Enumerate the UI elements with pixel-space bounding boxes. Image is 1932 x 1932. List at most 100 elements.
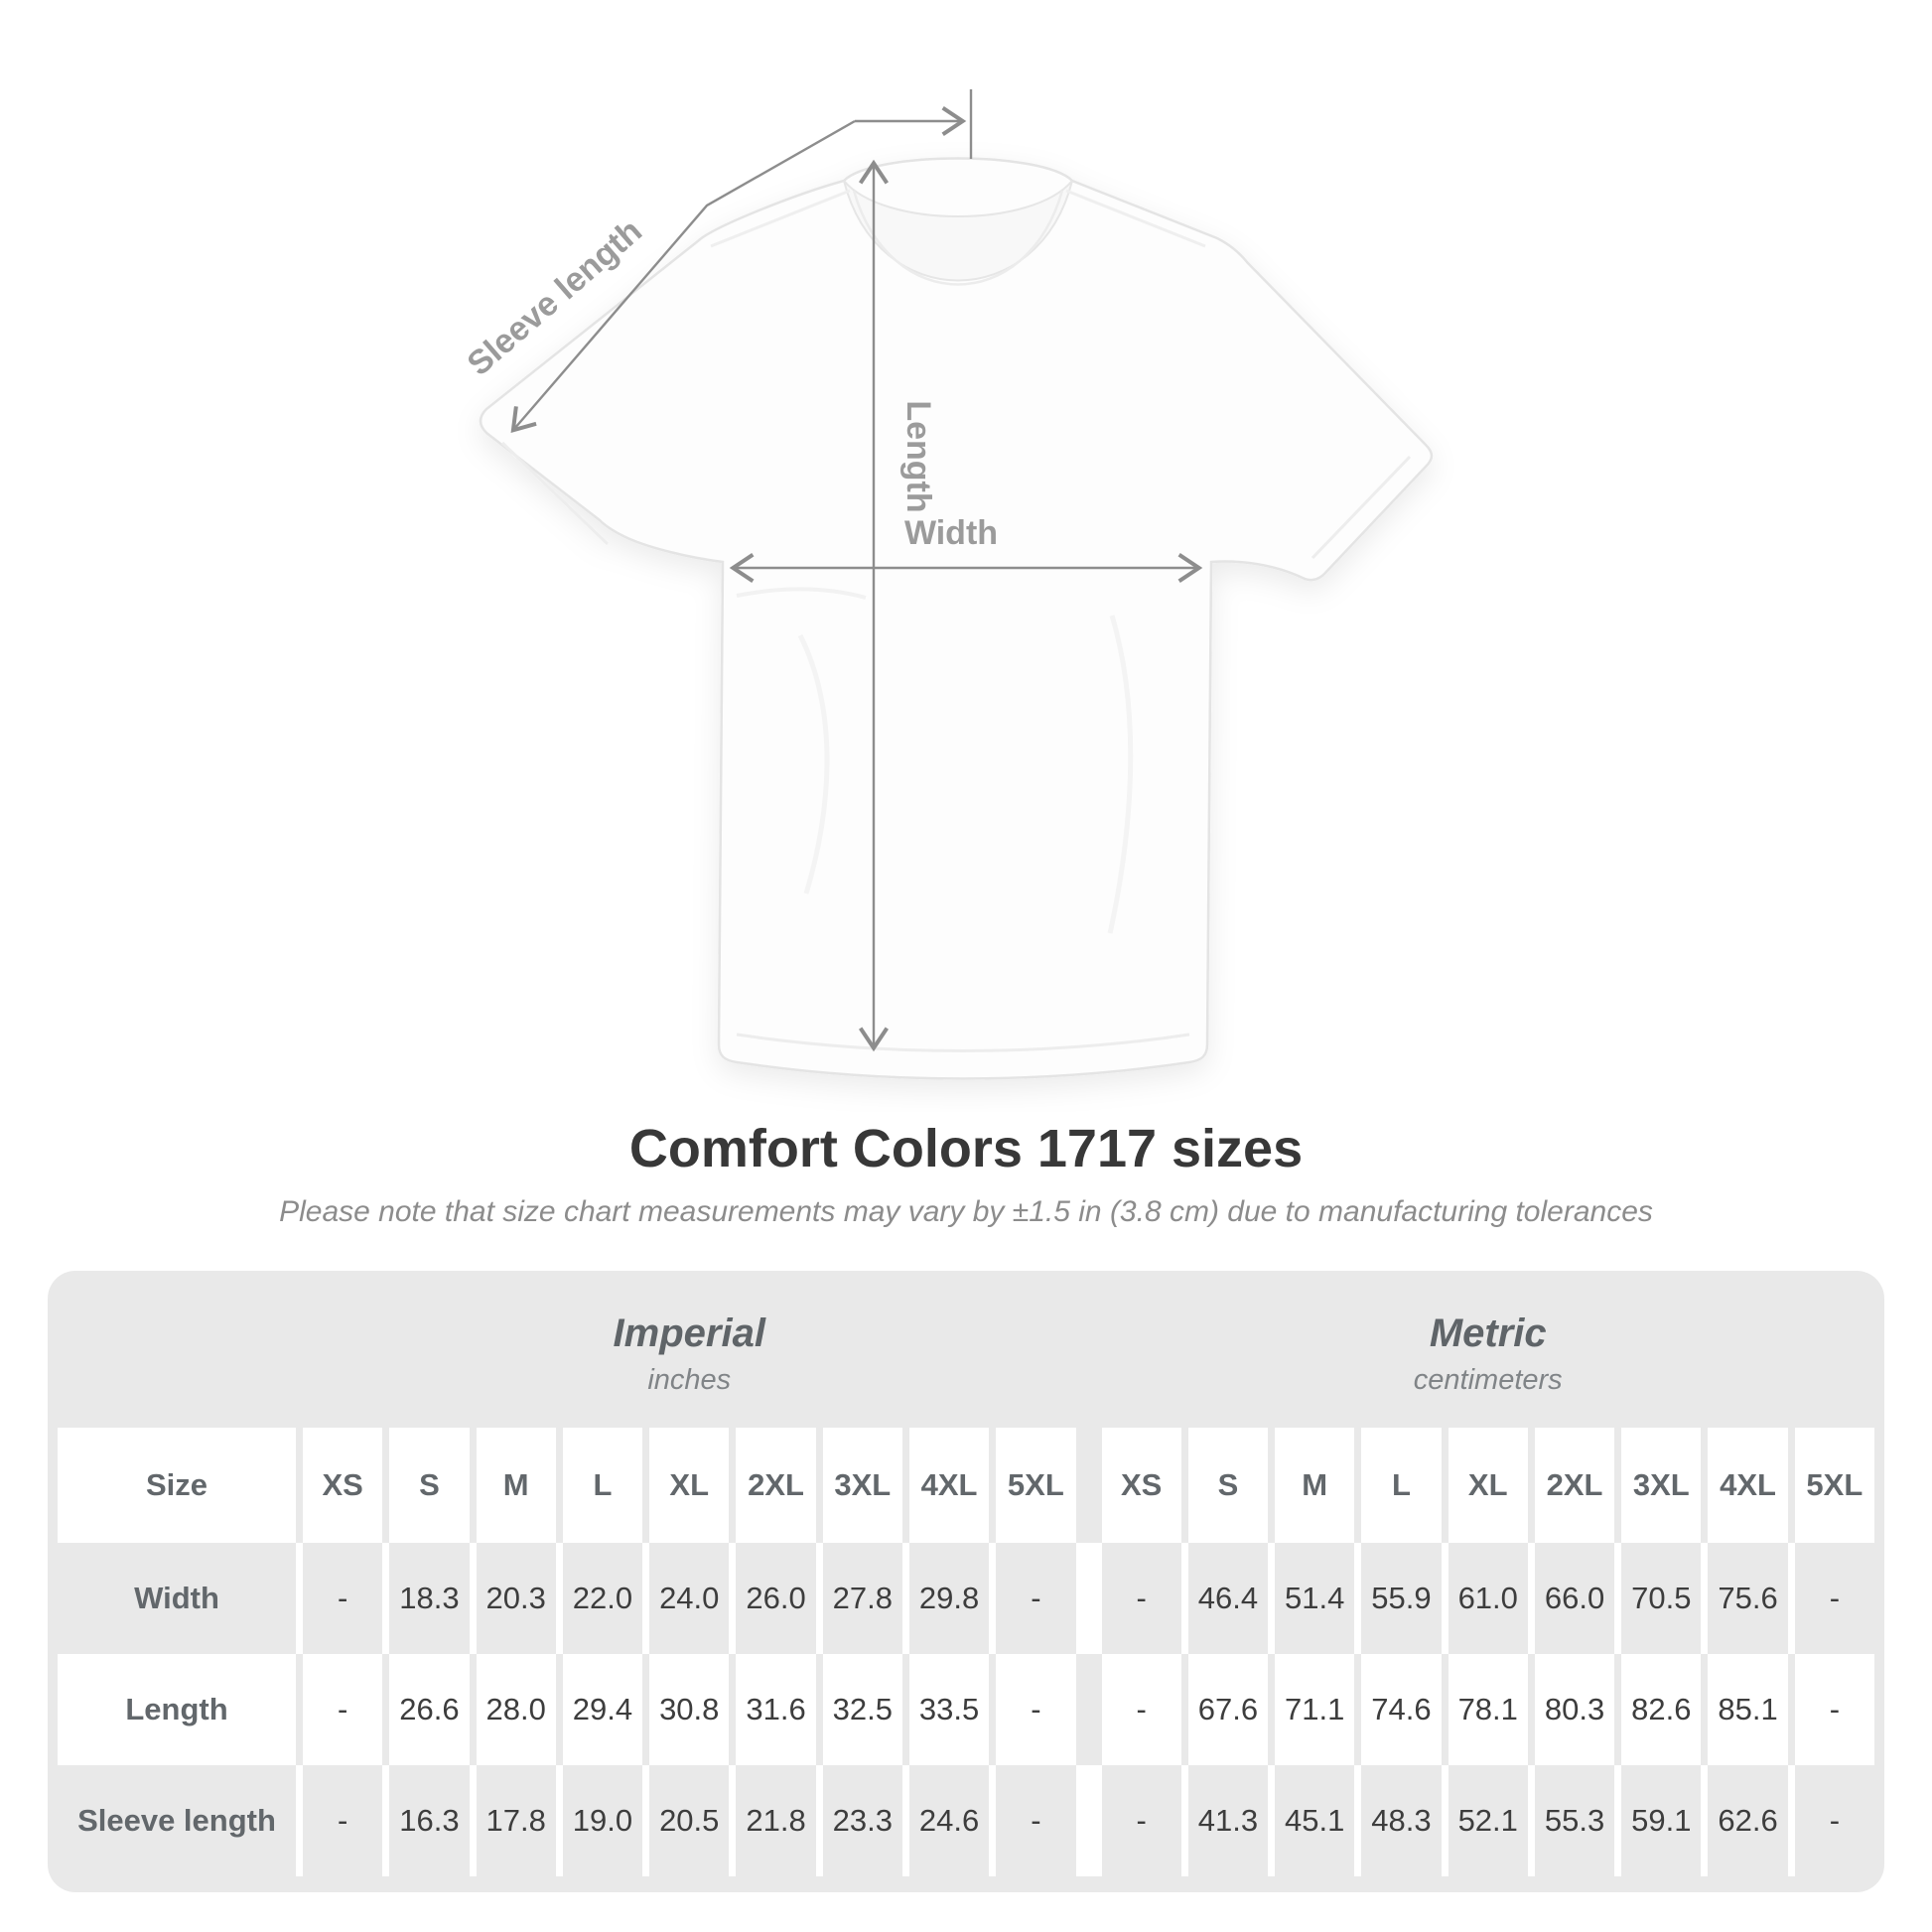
- table-cell: 29.4: [562, 1654, 643, 1765]
- group-divider: [1083, 1654, 1095, 1765]
- table-cell: 74.6: [1361, 1654, 1442, 1765]
- table-cell: 24.0: [649, 1543, 730, 1654]
- table-cell: 75.6: [1708, 1543, 1788, 1654]
- table-cell: 32.5: [822, 1654, 902, 1765]
- table-cell: -: [303, 1654, 383, 1765]
- table-cell: 26.0: [736, 1543, 816, 1654]
- table-cell: 85.1: [1708, 1654, 1788, 1765]
- table-cell: 20.5: [649, 1765, 730, 1876]
- table-cell: 62.6: [1708, 1765, 1788, 1876]
- table-cell: M: [476, 1428, 556, 1543]
- imperial-unit: inches: [647, 1364, 732, 1396]
- table-cell: 55.9: [1361, 1543, 1442, 1654]
- table-cell: -: [996, 1765, 1076, 1876]
- table-row-width: Width -18.3 20.3 22.0 24.0 26.0 27.8 29.8- -46.4…: [58, 1543, 1874, 1654]
- table-cell: XS: [303, 1428, 383, 1543]
- table-cell: 20.3: [476, 1543, 556, 1654]
- table-cell: -: [1794, 1543, 1874, 1654]
- width-label: Width: [904, 514, 998, 552]
- table-cell: -: [1101, 1654, 1181, 1765]
- unit-header-imperial: Imperial inches: [303, 1302, 1076, 1397]
- tshirt-diagram-svg: Sleeve length Length Width: [461, 89, 1434, 1080]
- table-cell: 23.3: [822, 1765, 902, 1876]
- length-label: Length: [899, 400, 937, 512]
- table-cell: 41.3: [1187, 1765, 1269, 1876]
- table-cell: S: [389, 1428, 470, 1543]
- table-cell: XS: [1101, 1428, 1181, 1543]
- table-cell: 17.8: [476, 1765, 556, 1876]
- table-row-sleeve-length: Sleeve length -16.3 17.8 19.0 20.5 21.8 23.3 24…: [58, 1765, 1874, 1876]
- unit-band: Imperial inches Metric centimeters: [58, 1271, 1874, 1428]
- table-cell: -: [1101, 1765, 1181, 1876]
- table-row-length: Length -26.6 28.0 29.4 30.8 31.6 32.5 33.5- -67.…: [58, 1654, 1874, 1765]
- table-cell: 18.3: [389, 1543, 470, 1654]
- table-cell: 71.1: [1275, 1654, 1355, 1765]
- table-cell: -: [1794, 1654, 1874, 1765]
- table-cell: 4XL: [1708, 1428, 1788, 1543]
- table-cell: 80.3: [1534, 1654, 1615, 1765]
- table-cell: -: [996, 1543, 1076, 1654]
- table-cell: 19.0: [562, 1765, 643, 1876]
- table-cell: -: [996, 1654, 1076, 1765]
- table-cell: 27.8: [822, 1543, 902, 1654]
- table-bottom-padding: [48, 1876, 1884, 1892]
- size-table: Imperial inches Metric centimeters Size X…: [48, 1271, 1884, 1892]
- table-cell: 48.3: [1361, 1765, 1442, 1876]
- tshirt-diagram: Sleeve length Length Width: [461, 89, 1434, 1080]
- table-cell: L: [1361, 1428, 1442, 1543]
- metric-unit: centimeters: [1413, 1364, 1563, 1396]
- table-cell: 82.6: [1621, 1654, 1702, 1765]
- table-cell: 5XL: [996, 1428, 1076, 1543]
- table-cell: 3XL: [822, 1428, 902, 1543]
- size-column-header: Size: [58, 1428, 296, 1543]
- table-cell: 61.0: [1448, 1543, 1528, 1654]
- unit-header-metric: Metric centimeters: [1102, 1302, 1875, 1397]
- table-cell: 45.1: [1275, 1765, 1355, 1876]
- table-cell: 55.3: [1534, 1765, 1615, 1876]
- table-cell: 24.6: [908, 1765, 990, 1876]
- table-cell: 26.6: [389, 1654, 470, 1765]
- tshirt-image: [479, 157, 1434, 1080]
- table-cell: L: [562, 1428, 643, 1543]
- table-cell: 16.3: [389, 1765, 470, 1876]
- table-cell: -: [1794, 1765, 1874, 1876]
- table-cell: 30.8: [649, 1654, 730, 1765]
- table-cell: 21.8: [736, 1765, 816, 1876]
- group-divider: [1083, 1765, 1095, 1876]
- imperial-title: Imperial: [613, 1311, 765, 1355]
- sleeve-length-arrow: [510, 119, 856, 433]
- table-cell: 78.1: [1448, 1654, 1528, 1765]
- table-cell: 22.0: [562, 1543, 643, 1654]
- table-cell: 2XL: [1534, 1428, 1615, 1543]
- table-cell: -: [303, 1543, 383, 1654]
- table-cell: -: [303, 1765, 383, 1876]
- table-cell: 5XL: [1794, 1428, 1874, 1543]
- row-label: Length: [58, 1654, 296, 1765]
- row-label: Width: [58, 1543, 296, 1654]
- page-title: Comfort Colors 1717 sizes: [628, 1119, 1304, 1178]
- size-header-row: Size XS S M L XL 2XL 3XL 4XL 5XL XS S M L XL 2XL 3XL 4XL 5…: [58, 1428, 1874, 1543]
- table-cell: 31.6: [736, 1654, 816, 1765]
- table-cell: -: [1101, 1543, 1181, 1654]
- table-cell: 59.1: [1621, 1765, 1702, 1876]
- metric-title: Metric: [1429, 1311, 1547, 1355]
- table-cell: XL: [1448, 1428, 1528, 1543]
- table-cell: 29.8: [908, 1543, 990, 1654]
- group-divider: [1083, 1428, 1095, 1543]
- table-cell: 4XL: [908, 1428, 990, 1543]
- group-divider: [1083, 1543, 1095, 1654]
- table-cell: 52.1: [1448, 1765, 1528, 1876]
- table-cell: 51.4: [1275, 1543, 1355, 1654]
- table-cell: M: [1275, 1428, 1355, 1543]
- table-cell: XL: [649, 1428, 730, 1543]
- table-cell: 70.5: [1621, 1543, 1702, 1654]
- table-cell: S: [1187, 1428, 1269, 1543]
- heading-block: Comfort Colors 1717 sizes Please note th…: [0, 1118, 1932, 1229]
- table-cell: 3XL: [1621, 1428, 1702, 1543]
- table-cell: 33.5: [908, 1654, 990, 1765]
- table-cell: 2XL: [736, 1428, 816, 1543]
- table-cell: 66.0: [1534, 1543, 1615, 1654]
- table-cell: 46.4: [1187, 1543, 1269, 1654]
- table-cell: 67.6: [1187, 1654, 1269, 1765]
